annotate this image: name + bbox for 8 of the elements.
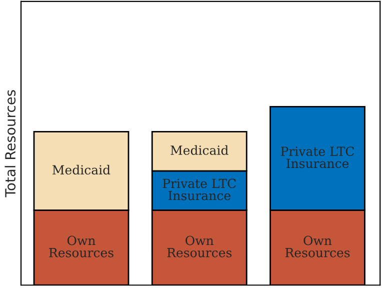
series-label: Private LTC Insurance	[162, 178, 236, 200]
series-label: Medicaid	[170, 145, 228, 155]
y-axis-title: Total Resources	[4, 90, 16, 198]
text: Own Resources	[285, 236, 350, 258]
text: Own Resources	[167, 236, 232, 258]
series-label: Own Resources	[49, 236, 114, 258]
text: Private LTC Insurance	[280, 146, 354, 168]
text: Medicaid	[52, 164, 110, 175]
